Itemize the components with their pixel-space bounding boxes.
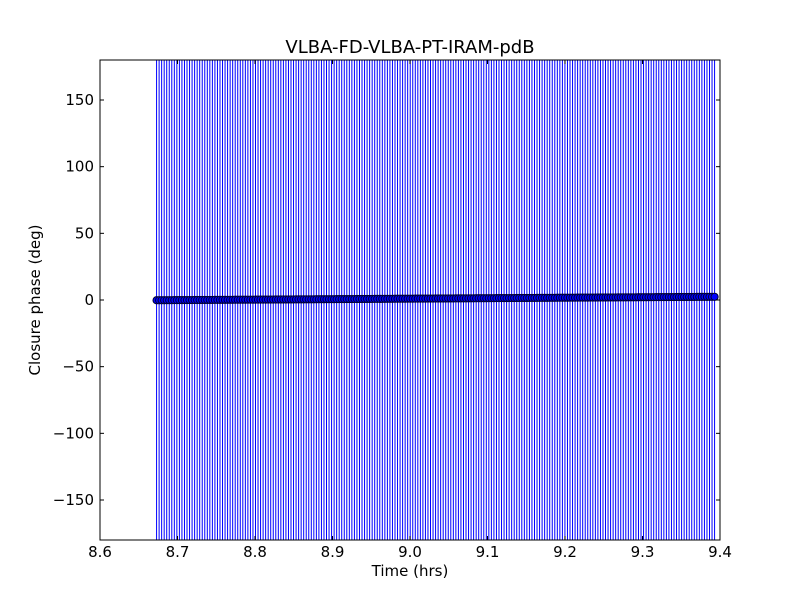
y-tick-label: −100 — [53, 424, 94, 442]
plot-area — [152, 60, 719, 540]
x-axis-ticks: 8.6 8.7 8.8 8.9 9.0 9.1 9.2 9.3 9.4 — [88, 60, 732, 561]
x-tick-label: 8.9 — [321, 543, 345, 561]
markers-group — [152, 292, 719, 305]
x-tick-label: 8.6 — [88, 543, 112, 561]
x-tick-label: 9.2 — [553, 543, 577, 561]
y-tick-label: 100 — [65, 158, 94, 176]
y-axis-label: Closure phase (deg) — [26, 225, 44, 376]
y-tick-label: −150 — [53, 491, 94, 509]
x-tick-label: 8.7 — [166, 543, 190, 561]
y-tick-label: 150 — [65, 91, 94, 109]
data-point — [710, 292, 719, 301]
chart-title: VLBA-FD-VLBA-PT-IRAM-pdB — [285, 37, 534, 58]
x-axis-label: Time (hrs) — [371, 562, 449, 580]
x-tick-label: 9.4 — [708, 543, 732, 561]
y-axis-ticks: 150 100 50 0 −50 −100 −150 — [53, 91, 720, 509]
y-tick-label: −50 — [62, 358, 94, 376]
y-tick-label: 50 — [75, 224, 94, 242]
x-tick-label: 9.3 — [631, 543, 655, 561]
x-tick-label: 8.8 — [243, 543, 267, 561]
y-tick-label: 0 — [84, 291, 94, 309]
x-tick-label: 9.1 — [476, 543, 500, 561]
x-tick-label: 9.0 — [398, 543, 422, 561]
